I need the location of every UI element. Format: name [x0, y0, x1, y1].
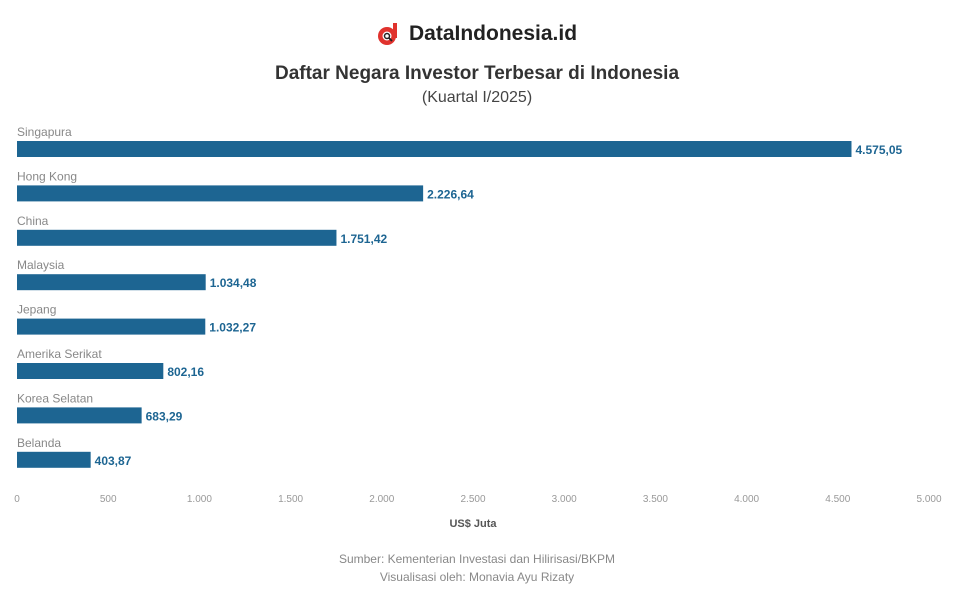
bar [17, 185, 424, 202]
value-label: 1.032,27 [209, 321, 256, 335]
x-tick-label: 0 [14, 494, 20, 505]
x-axis-title: US$ Juta [449, 518, 497, 530]
bar [17, 229, 337, 246]
x-tick-label: 4.500 [825, 494, 850, 505]
x-tick-label: 1.000 [187, 494, 212, 505]
value-label: 1.034,48 [210, 276, 257, 290]
value-label: 802,16 [167, 365, 204, 379]
bar [17, 141, 852, 157]
category-label: Belanda [17, 436, 61, 450]
bar [17, 363, 164, 379]
x-tick-label: 1.500 [278, 494, 303, 505]
value-label: 2.226,64 [427, 187, 474, 201]
credit-note: Visualisasi oleh: Monavia Ayu Rizaty [379, 570, 575, 584]
category-label: China [17, 214, 49, 228]
x-tick-label: 3.500 [643, 494, 668, 505]
bar-chart: Singapura 4.575,05 Hong Kong 2.226,64 China 1… [14, 125, 942, 530]
value-label: 1.751,42 [340, 232, 387, 246]
bar [17, 451, 91, 468]
x-tick-label: 4.000 [734, 494, 759, 505]
value-label: 4.575,05 [855, 143, 902, 157]
bar [17, 274, 206, 291]
chart-subtitle: (Kuartal I/2025) [421, 89, 533, 106]
chart-title: Daftar Negara Investor Terbesar di Indon… [274, 63, 680, 84]
category-label: Korea Selatan [17, 391, 93, 405]
x-tick-label: 2.000 [369, 494, 394, 505]
source-note: Sumber: Kementerian Investasi dan Hiliri… [338, 552, 616, 566]
x-tick-label: 2.500 [460, 494, 485, 505]
bar [17, 407, 142, 424]
value-label: 683,29 [146, 409, 183, 423]
bar [17, 318, 206, 335]
category-label: Singapura [17, 125, 72, 139]
x-tick-label: 500 [100, 494, 117, 505]
category-label: Amerika Serikat [17, 347, 102, 361]
dataindonesia-logo-icon [377, 23, 397, 45]
category-label: Hong Kong [17, 169, 77, 183]
brand-logo: DataIndonesia.id [0, 22, 954, 46]
value-label: 403,87 [95, 454, 132, 468]
brand-name: DataIndonesia.id [408, 22, 578, 45]
x-tick-label: 3.000 [552, 494, 577, 505]
category-label: Malaysia [17, 258, 65, 272]
category-label: Jepang [17, 303, 56, 317]
x-tick-label: 5.000 [916, 494, 941, 505]
